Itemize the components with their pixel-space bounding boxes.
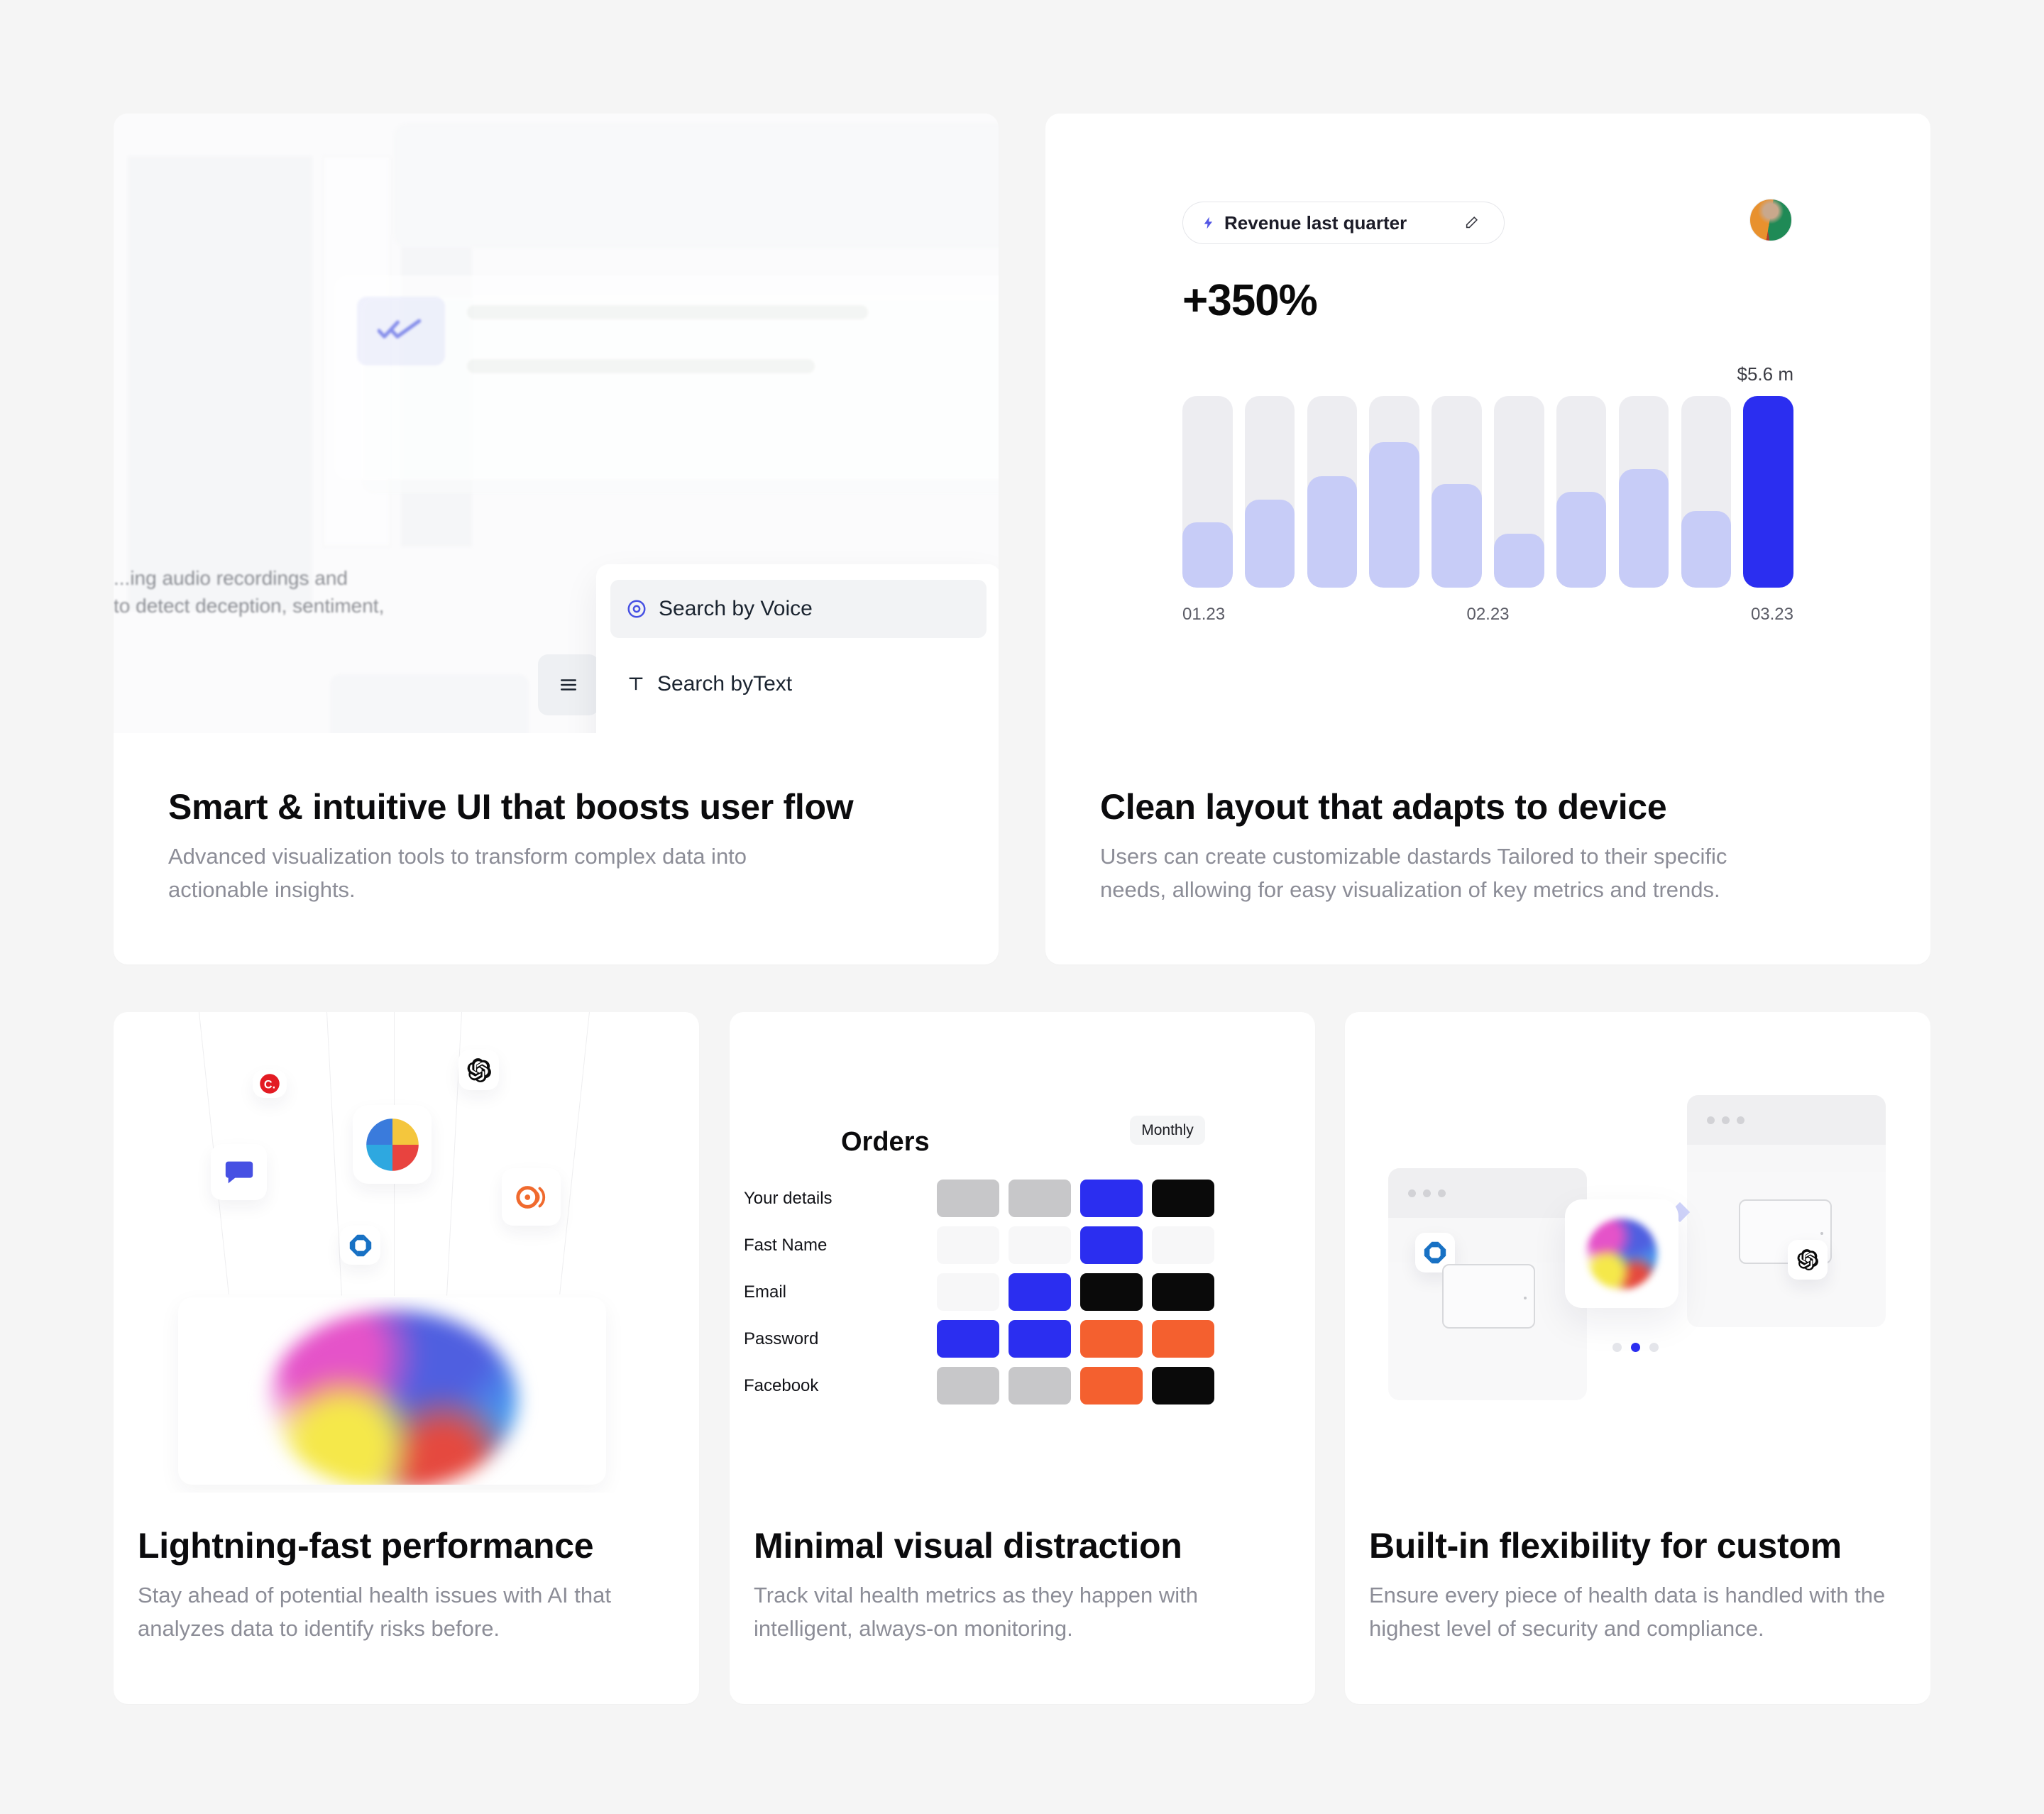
- svg-text:C.: C.: [264, 1078, 275, 1091]
